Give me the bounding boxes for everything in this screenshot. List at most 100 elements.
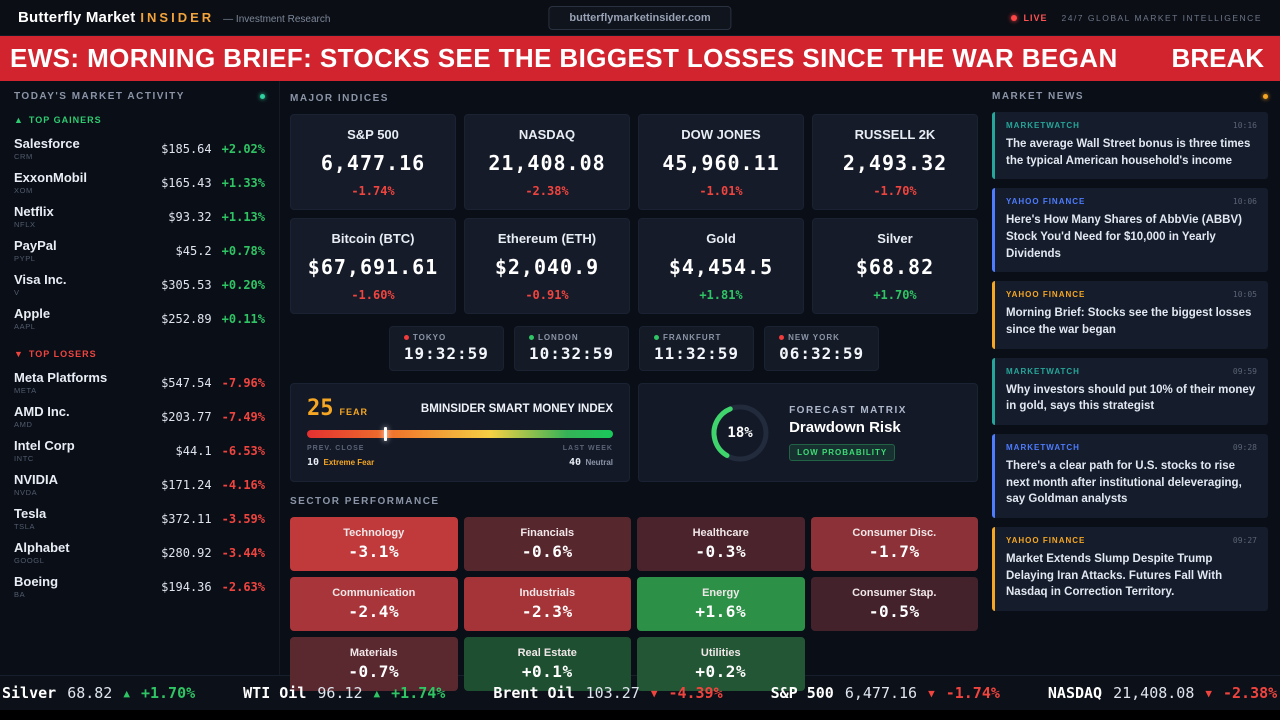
main-content: TODAY'S MARKET ACTIVITY ▲ TOP GAINERS Sa…: [0, 81, 1280, 691]
news-headline: Market Extends Slump Despite Trump Delay…: [1006, 553, 1223, 599]
drawdown-risk-value: 18%: [727, 424, 753, 441]
stock-row[interactable]: Intel Corp INTC $44.1 -6.53%: [14, 434, 265, 468]
topbar-right: LIVE 24/7 GLOBAL MARKET INTELLIGENCE: [1011, 13, 1262, 23]
stock-ticker: XOM: [14, 186, 33, 195]
site-domain-button[interactable]: butterflymarketinsider.com: [548, 5, 732, 30]
brand-name: Butterfly Market: [18, 9, 136, 26]
index-card-nasdaq[interactable]: NASDAQ 21,408.08 -2.38%: [464, 114, 630, 210]
sector-grid: Technology -3.1% Financials -0.6% Health…: [290, 517, 978, 691]
stock-ticker: CRM: [14, 152, 33, 161]
sidebar-title: TODAY'S MARKET ACTIVITY: [14, 91, 185, 102]
prev-close-block: PREV. CLOSE 10 Extreme Fear: [307, 445, 375, 468]
sector-tile-energy[interactable]: Energy +1.6%: [637, 577, 805, 631]
stock-change: +1.33%: [221, 175, 265, 190]
sector-tile-real-estate[interactable]: Real Estate +0.1%: [463, 637, 631, 691]
breaking-news-banner[interactable]: EWS: MORNING BRIEF: STOCKS SEE THE BIGGE…: [0, 36, 1280, 81]
news-item[interactable]: MARKETWATCH 09:59 Why investors should p…: [992, 357, 1268, 426]
clock-frankfurt: FRANKFURT 11:32:59: [639, 326, 755, 371]
news-item[interactable]: YAHOO FINANCE 10:06 Here's How Many Shar…: [992, 188, 1268, 273]
stock-price: $44.1: [175, 443, 212, 458]
stock-name: Apple: [14, 306, 51, 321]
stock-row[interactable]: Apple AAPL $252.89 +0.11%: [14, 302, 265, 336]
clock-newyork: NEW YORK 06:32:59: [764, 326, 880, 371]
news-source: YAHOO FINANCE: [1006, 290, 1086, 300]
market-status-dot: [528, 335, 534, 340]
market-activity-sidebar: TODAY'S MARKET ACTIVITY ▲ TOP GAINERS Sa…: [0, 81, 280, 675]
news-item[interactable]: YAHOO FINANCE 09:27 Market Extends Slump…: [992, 527, 1268, 612]
stock-change: -3.59%: [221, 511, 265, 526]
news-time: 10:06: [1232, 197, 1257, 207]
news-item[interactable]: MARKETWATCH 09:28 There's a clear path f…: [992, 434, 1268, 519]
clock-london: LONDON 10:32:59: [513, 326, 629, 371]
stock-price: $93.32: [168, 209, 212, 224]
stock-row[interactable]: Meta Platforms META $547.54 -7.96%: [14, 366, 265, 400]
sector-tile-consumer-disc[interactable]: Consumer Disc. -1.7%: [810, 517, 978, 571]
stock-ticker: INTC: [14, 454, 34, 463]
market-news-sidebar: MARKET NEWS MARKETWATCH 10:16 The averag…: [988, 81, 1280, 675]
stock-row[interactable]: ExxonMobil XOM $165.43 +1.33%: [14, 166, 265, 200]
ticker-item: WTI Oil 96.12 ▲ +1.74%: [243, 684, 446, 702]
top-bar: Butterfly Market INSIDER — Investment Re…: [0, 0, 1280, 36]
news-headline: There's a clear path for U.S. stocks to …: [1006, 460, 1242, 506]
top-gainers-label: ▲ TOP GAINERS: [14, 115, 102, 125]
stock-price: $203.77: [161, 409, 212, 424]
news-item[interactable]: YAHOO FINANCE 10:05 Morning Brief: Stock…: [992, 281, 1268, 349]
stock-name: Boeing: [14, 574, 59, 589]
sector-tile-utilities[interactable]: Utilities +0.2%: [637, 637, 805, 691]
sector-tile-healthcare[interactable]: Healthcare -0.3%: [637, 517, 805, 571]
stock-row[interactable]: Salesforce CRM $185.64 +2.02%: [14, 132, 265, 166]
forecast-matrix-label: FORECAST MATRIX: [789, 404, 907, 416]
index-card-sp500[interactable]: S&P 500 6,477.16 -1.74%: [290, 114, 456, 210]
stock-name: Meta Platforms: [14, 370, 108, 385]
stock-row[interactable]: Netflix NFLX $93.32 +1.13%: [14, 200, 265, 234]
sector-tile-financials[interactable]: Financials -0.6%: [463, 517, 631, 571]
index-card-silver[interactable]: Silver $68.82 +1.70%: [812, 218, 978, 314]
index-card-russell2k[interactable]: RUSSELL 2K 2,493.32 -1.70%: [812, 114, 978, 210]
ring-gauge-icon: [711, 404, 769, 461]
sidebar-header: TODAY'S MARKET ACTIVITY: [14, 91, 265, 102]
index-card-gold[interactable]: Gold $4,454.5 +1.81%: [638, 218, 804, 314]
stock-price: $372.11: [161, 511, 212, 526]
stock-row[interactable]: NVIDIA NVDA $171.24 -4.16%: [14, 468, 265, 502]
stock-row[interactable]: PayPal PYPL $45.2 +0.78%: [14, 234, 265, 268]
stock-change: -7.96%: [221, 375, 265, 390]
index-card-bitcoin[interactable]: Bitcoin (BTC) $67,691.61 -1.60%: [290, 218, 456, 314]
sector-tile-industrials[interactable]: Industrials -2.3%: [463, 577, 631, 631]
sector-tile-communication[interactable]: Communication -2.4%: [290, 577, 458, 631]
stock-price: $171.24: [161, 477, 212, 492]
world-clocks-row: TOKYO 19:32:59 LONDON 10:32:59 FRANKFURT…: [290, 326, 978, 371]
stock-row[interactable]: Visa Inc. V $305.53 +0.20%: [14, 268, 265, 302]
stock-row[interactable]: AMD Inc. AMD $203.77 -7.49%: [14, 400, 265, 434]
index-card-dowjones[interactable]: DOW JONES 45,960.11 -1.01%: [638, 114, 804, 210]
stock-name: Salesforce: [14, 136, 80, 151]
stock-change: -3.44%: [221, 545, 265, 560]
news-item[interactable]: MARKETWATCH 10:16 The average Wall Stree…: [992, 112, 1268, 180]
indices-grid: S&P 500 6,477.16 -1.74% NASDAQ 21,408.08…: [290, 114, 978, 314]
stock-ticker: NFLX: [14, 220, 36, 229]
fear-score-value: 25: [307, 396, 334, 421]
drawdown-risk-gauge: 18%: [709, 402, 771, 464]
up-arrow-icon: ▲: [373, 686, 381, 700]
stock-row[interactable]: Alphabet GOOGL $280.92 -3.44%: [14, 536, 265, 570]
sector-tile-consumer-stap[interactable]: Consumer Stap. -0.5%: [810, 577, 978, 631]
index-card-ethereum[interactable]: Ethereum (ETH) $2,040.9 -0.91%: [464, 218, 630, 314]
ticker-item: S&P 500 6,477.16 ▼ -1.74%: [770, 684, 1000, 702]
stock-change: +0.20%: [221, 277, 265, 292]
sector-tile-technology[interactable]: Technology -3.1%: [290, 517, 458, 571]
stock-name: AMD Inc.: [14, 404, 70, 419]
news-headline: Morning Brief: Stocks see the biggest lo…: [1006, 307, 1252, 337]
stock-price: $252.89: [161, 311, 212, 326]
news-source: MARKETWATCH: [1006, 121, 1080, 130]
stock-row[interactable]: Tesla TSLA $372.11 -3.59%: [14, 502, 265, 536]
stock-name: Intel Corp: [14, 438, 75, 453]
stock-price: $305.53: [161, 277, 212, 292]
market-status-dot: [654, 335, 659, 340]
ticker-item: NASDAQ 21,408.08 ▼ -2.38%: [1047, 684, 1278, 702]
sector-tile-materials[interactable]: Materials -0.7%: [290, 637, 458, 691]
news-time: 09:28: [1232, 443, 1257, 453]
stock-price: $185.64: [161, 141, 212, 156]
news-time: 10:05: [1232, 290, 1257, 300]
sentiment-gauge-bar: [307, 427, 613, 441]
stock-row[interactable]: Boeing BA $194.36 -2.63%: [14, 570, 265, 604]
stock-price: $194.36: [161, 579, 212, 594]
